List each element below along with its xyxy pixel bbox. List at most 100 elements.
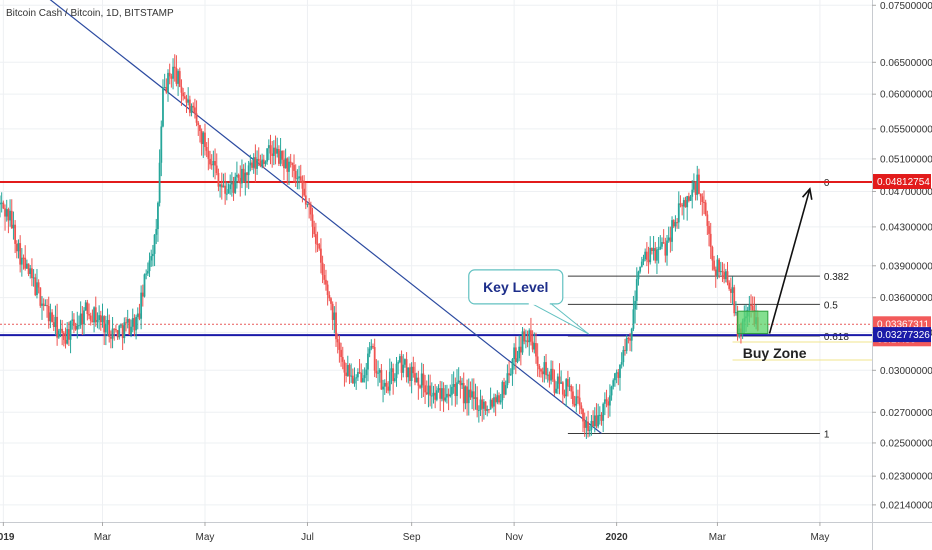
candle-body xyxy=(592,420,594,427)
price-tick-label: 0.02500000 xyxy=(880,438,932,449)
candle-body xyxy=(7,209,10,221)
candle-body xyxy=(409,367,411,381)
candle-body xyxy=(721,271,724,273)
candle-body xyxy=(109,336,112,339)
candle-body xyxy=(128,319,131,335)
candle-body xyxy=(446,393,448,398)
price-axis-tag: 0.04812754 xyxy=(873,174,931,190)
candle-body xyxy=(519,346,522,353)
candle-body xyxy=(531,341,534,350)
candle-body xyxy=(10,210,13,229)
candle-body xyxy=(140,292,143,319)
candle-body xyxy=(259,161,262,167)
candle-body xyxy=(362,378,364,383)
time-tick-label: May xyxy=(196,532,215,543)
candle-body xyxy=(155,229,158,235)
candle-body xyxy=(566,379,569,387)
candle-body xyxy=(664,243,667,256)
annotations[interactable]: Key Level Buy Zone xyxy=(468,187,813,361)
callout-pointer xyxy=(528,301,590,335)
candle-body xyxy=(79,313,82,326)
candle-body xyxy=(133,318,136,331)
candle-body xyxy=(274,147,277,154)
candle-body xyxy=(346,365,349,376)
candle-body xyxy=(31,268,33,278)
candle-body xyxy=(477,410,480,412)
candle-body xyxy=(393,378,396,382)
candle-body xyxy=(4,208,6,217)
candle-body xyxy=(558,376,561,384)
candle-body xyxy=(625,337,628,351)
candle-body xyxy=(341,357,344,362)
candle-body xyxy=(543,362,546,375)
candle-body xyxy=(257,158,260,162)
candle-body xyxy=(241,168,243,184)
candle-body xyxy=(54,316,57,327)
candle-body xyxy=(138,313,141,319)
candle-body xyxy=(550,368,552,381)
candle-body xyxy=(689,196,692,201)
candle-body xyxy=(706,214,709,226)
candle-body xyxy=(649,247,652,263)
candle-body xyxy=(278,149,280,164)
price-tick-label: 0.04300000 xyxy=(880,222,932,233)
candle-body xyxy=(677,203,680,223)
candle-body xyxy=(370,346,373,349)
candle-body xyxy=(578,397,581,406)
fibonacci-retracement[interactable]: 0 0.382 0.5 0.618 1 xyxy=(567,178,872,440)
candle-body xyxy=(530,330,532,342)
price-tick-label: 0.06500000 xyxy=(880,58,932,69)
candle-body xyxy=(415,377,418,383)
candle-body xyxy=(488,409,490,411)
candle-body xyxy=(313,226,316,235)
candle-body xyxy=(293,165,295,171)
candle-body xyxy=(269,145,272,154)
buy-zone-group[interactable] xyxy=(737,310,769,335)
candle-body xyxy=(750,304,752,306)
candle-body xyxy=(343,361,346,373)
trendline-group[interactable] xyxy=(0,0,602,434)
candle-body xyxy=(267,145,270,149)
candle-body xyxy=(286,158,289,172)
candle-body xyxy=(236,174,238,177)
candle-body xyxy=(86,302,89,315)
candle-body xyxy=(516,358,519,363)
candle-body xyxy=(508,373,510,376)
candle-body xyxy=(657,248,660,250)
price-tag-text: 0.03367311 xyxy=(877,319,930,330)
candle-body xyxy=(751,305,754,311)
candle-body xyxy=(29,268,32,274)
candle-body xyxy=(555,388,558,393)
candle-body xyxy=(220,184,223,188)
candle-body xyxy=(301,180,304,189)
candle-body xyxy=(157,202,159,230)
candle-body xyxy=(182,92,185,97)
candle-body xyxy=(672,220,675,227)
key-level-callout[interactable]: Key Level xyxy=(468,269,590,335)
fib-level-label: 1 xyxy=(824,429,830,440)
candle-body xyxy=(630,328,633,341)
candle-body xyxy=(98,315,101,320)
price-tag-text: 0.03277326 xyxy=(877,330,930,341)
candle-body xyxy=(46,305,48,307)
candle-body xyxy=(25,263,28,269)
candle-body xyxy=(66,329,69,344)
candle-body xyxy=(637,271,640,280)
candle-body xyxy=(331,303,334,320)
candle-body xyxy=(232,182,235,193)
candle-body xyxy=(175,68,178,84)
candle-body xyxy=(37,282,40,288)
candle-body xyxy=(704,202,707,215)
candle-body xyxy=(377,372,379,374)
candle-body xyxy=(151,253,154,257)
candle-body xyxy=(266,148,269,162)
candle-body xyxy=(471,391,474,398)
candle-body xyxy=(311,214,314,227)
price-tick-label: 0.02300000 xyxy=(880,472,932,483)
candle-body xyxy=(541,371,544,375)
candle-body xyxy=(131,318,134,327)
horizontal-levels[interactable] xyxy=(0,181,872,337)
candle-body xyxy=(336,339,339,343)
candle-body xyxy=(523,331,526,342)
